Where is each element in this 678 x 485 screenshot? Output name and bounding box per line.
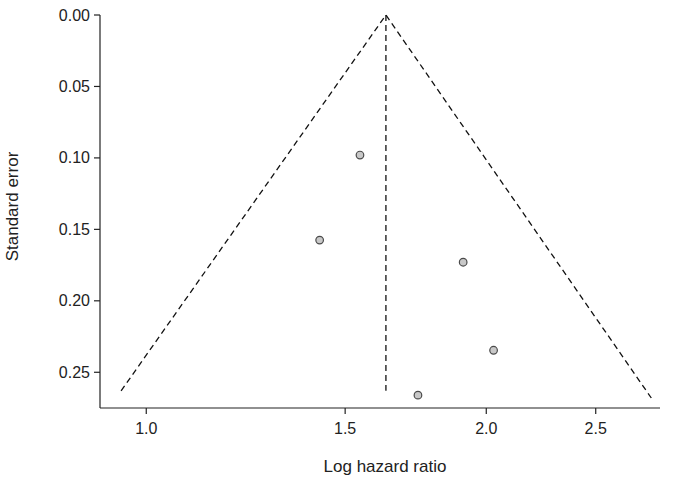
study-point: [356, 151, 364, 159]
y-tick: [94, 86, 100, 87]
y-axis: [99, 15, 100, 408]
y-tick: [94, 372, 100, 373]
y-tick-label: 0.00: [59, 7, 90, 24]
chart: 0.00 0.05 0.10 0.15 0.20 0.25 1.0 1.5 2.0 2.5 Log …: [0, 0, 678, 485]
y-tick-label: 0.25: [59, 364, 90, 381]
study-point: [459, 258, 467, 266]
x-axis: [100, 407, 660, 408]
x-tick-label: 2.5: [585, 420, 607, 437]
y-tick-label: 0.15: [59, 221, 90, 238]
y-tick-label: 0.20: [59, 292, 90, 309]
funnel-line: [121, 15, 651, 398]
x-axis-title: Log hazard ratio: [324, 457, 447, 476]
plot-area: [121, 15, 651, 399]
x-tick: [595, 408, 596, 414]
study-point: [316, 236, 324, 244]
y-tick: [94, 14, 100, 15]
x-tick-label: 2.0: [475, 420, 497, 437]
y-tick: [94, 300, 100, 301]
y-tick: [94, 229, 100, 230]
x-tick: [146, 408, 147, 414]
y-tick-label: 0.05: [59, 78, 90, 95]
study-point: [414, 391, 422, 399]
x-tick: [345, 408, 346, 414]
x-tick-label: 1.5: [334, 420, 356, 437]
x-tick: [486, 408, 487, 414]
y-tick: [94, 157, 100, 158]
x-tick-label: 1.0: [135, 420, 157, 437]
pooled-estimate-line: [385, 15, 386, 391]
study-point: [490, 346, 498, 354]
y-tick-label: 0.10: [59, 149, 90, 166]
y-axis-title: Standard error: [3, 151, 22, 261]
